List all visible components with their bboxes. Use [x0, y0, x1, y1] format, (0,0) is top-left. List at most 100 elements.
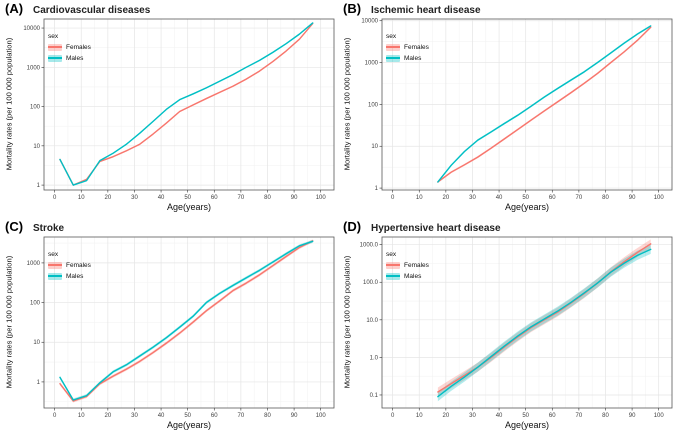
- svg-text:60: 60: [211, 413, 218, 419]
- svg-text:90: 90: [629, 413, 636, 419]
- svg-text:60: 60: [211, 195, 218, 201]
- y-axis-title: Mortality rates (per 100 000 population): [342, 37, 352, 171]
- panel-stroke: 0 10 20 30 40 50 60 70 80 90 100 1 10 100 1000 (C) Str…: [0, 218, 338, 436]
- y-axis-title: Mortality rates (per 100 000 population): [342, 255, 352, 389]
- svg-text:70: 70: [576, 195, 583, 201]
- svg-text:10: 10: [33, 144, 40, 150]
- svg-text:0.1: 0.1: [370, 393, 379, 399]
- females-key-icon: [48, 261, 62, 269]
- x-axis-title: Age(years): [504, 202, 549, 212]
- svg-text:0: 0: [391, 195, 395, 201]
- y-axis-title: Mortality rates (per 100 000 population): [4, 37, 14, 171]
- svg-text:20: 20: [443, 195, 450, 201]
- legend-label: Males: [404, 272, 422, 280]
- males-key-icon: [48, 272, 62, 280]
- svg-text:10.0: 10.0: [366, 318, 378, 324]
- svg-text:70: 70: [576, 413, 583, 419]
- svg-text:40: 40: [158, 413, 165, 419]
- males-key-icon: [386, 54, 400, 62]
- svg-text:0: 0: [53, 413, 57, 419]
- panel-hypertensive: 0 10 20 30 40 50 60 70 80 90 100 0.1 1.0 10.0 100.0 100…: [338, 218, 676, 436]
- panel-title: Hypertensive heart disease: [371, 223, 501, 234]
- legend-title: sex: [386, 33, 397, 40]
- males-key-icon: [48, 54, 62, 62]
- svg-text:50: 50: [184, 413, 191, 419]
- panel-cardiovascular: 0 10 20 30 40 50 60 70 80 90 100 1 10 100 1000 10000 (A…: [0, 0, 338, 218]
- svg-text:60: 60: [549, 195, 556, 201]
- svg-text:10000: 10000: [23, 26, 40, 32]
- svg-text:80: 80: [264, 195, 271, 201]
- x-axis-title: Age(years): [504, 420, 549, 430]
- females-key-icon: [386, 261, 400, 269]
- svg-text:30: 30: [131, 413, 138, 419]
- svg-text:1: 1: [37, 380, 41, 386]
- legend-title: sex: [386, 251, 397, 258]
- legend: sex Females Males: [48, 33, 91, 65]
- svg-text:10: 10: [33, 340, 40, 346]
- svg-text:40: 40: [496, 195, 503, 201]
- svg-text:1000: 1000: [27, 261, 41, 267]
- svg-text:10: 10: [78, 195, 85, 201]
- svg-text:1000: 1000: [365, 61, 379, 67]
- svg-text:30: 30: [469, 413, 476, 419]
- legend-entry-females: Females: [386, 261, 429, 269]
- legend-entry-males: Males: [386, 272, 429, 280]
- svg-text:70: 70: [238, 413, 245, 419]
- svg-text:0: 0: [53, 195, 57, 201]
- svg-text:1000.0: 1000.0: [360, 243, 379, 249]
- legend-entry-males: Males: [386, 54, 429, 62]
- svg-text:80: 80: [264, 413, 271, 419]
- legend-label: Males: [404, 54, 422, 62]
- panel-title: Ischemic heart disease: [371, 5, 481, 16]
- svg-text:1000: 1000: [27, 65, 41, 71]
- panel-letter: (D): [343, 219, 362, 234]
- legend-entry-females: Females: [48, 261, 91, 269]
- panel-letter: (B): [343, 1, 362, 16]
- svg-text:40: 40: [496, 413, 503, 419]
- svg-text:100: 100: [316, 195, 327, 201]
- svg-text:100.0: 100.0: [363, 280, 379, 286]
- svg-text:50: 50: [184, 195, 191, 201]
- panel-letter: (C): [5, 219, 24, 234]
- panel-ischemic: 0 10 20 30 40 50 60 70 80 90 100 1 10 100 1000 10000 (B…: [338, 0, 676, 218]
- panel-letter: (A): [5, 1, 24, 16]
- legend-entry-females: Females: [48, 43, 91, 51]
- x-axis-title: Age(years): [166, 420, 211, 430]
- svg-text:10: 10: [416, 413, 423, 419]
- legend-label: Males: [66, 272, 84, 280]
- svg-text:0: 0: [391, 413, 395, 419]
- panel-title: Stroke: [33, 223, 65, 234]
- svg-text:20: 20: [443, 413, 450, 419]
- panel-title: Cardiovascular diseases: [33, 5, 151, 16]
- svg-text:20: 20: [105, 195, 112, 201]
- legend-label: Males: [66, 54, 84, 62]
- svg-text:10000: 10000: [361, 19, 378, 25]
- legend-entry-males: Males: [48, 272, 91, 280]
- svg-text:10: 10: [371, 144, 378, 150]
- legend-title: sex: [48, 251, 59, 258]
- x-axis-title: Age(years): [166, 202, 211, 212]
- svg-text:60: 60: [549, 413, 556, 419]
- legend-label: Females: [66, 43, 91, 51]
- svg-text:1: 1: [37, 183, 41, 189]
- svg-text:1.0: 1.0: [370, 355, 379, 361]
- svg-text:20: 20: [105, 413, 112, 419]
- legend: sex Females Males: [48, 251, 91, 283]
- svg-text:50: 50: [522, 195, 529, 201]
- legend-entry-males: Males: [48, 54, 91, 62]
- svg-text:100: 100: [368, 102, 379, 108]
- svg-text:10: 10: [78, 413, 85, 419]
- legend: sex Females Males: [386, 251, 429, 283]
- legend-entry-females: Females: [386, 43, 429, 51]
- y-axis-title: Mortality rates (per 100 000 population): [4, 255, 14, 389]
- svg-text:30: 30: [469, 195, 476, 201]
- svg-text:100: 100: [30, 301, 41, 307]
- females-key-icon: [48, 43, 62, 51]
- svg-text:100: 100: [654, 413, 665, 419]
- svg-text:100: 100: [316, 413, 327, 419]
- svg-text:80: 80: [602, 413, 609, 419]
- males-key-icon: [386, 272, 400, 280]
- svg-text:90: 90: [291, 195, 298, 201]
